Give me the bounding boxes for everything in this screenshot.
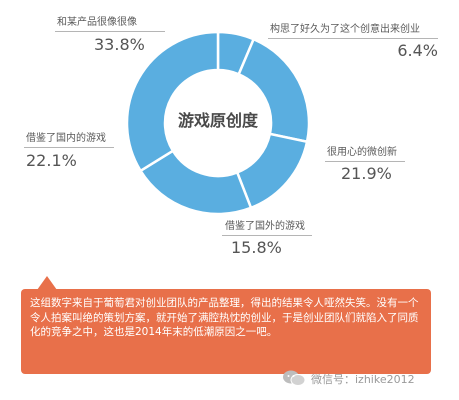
label-value-0: 6.4% — [397, 41, 438, 60]
label-value-2: 15.8% — [231, 238, 282, 257]
wechat-icon — [283, 370, 306, 386]
note-box — [21, 289, 431, 374]
note-text: 这组数字来自于葡萄君对创业团队的产品整理，得出的结果令人哑然失笑。没有一个令人拍… — [30, 297, 419, 338]
note-pointer — [37, 276, 57, 290]
label-name-1: 很用心的微创新 — [327, 147, 397, 158]
label-name-4: 和某产品很像很像 — [57, 17, 137, 28]
label-name-2: 借鉴了国外的游戏 — [225, 221, 305, 232]
chart-title: 游戏原创度 — [178, 111, 259, 130]
slice-4 — [125, 30, 220, 173]
label-name-3: 借鉴了国内的游戏 — [26, 133, 106, 144]
label-value-3: 22.1% — [26, 151, 77, 170]
label-value-4: 33.8% — [94, 35, 145, 54]
watermark-text: 微信号：izhike2012 — [311, 373, 415, 386]
label-name-0: 构思了好久为了这个创意出来创业 — [270, 24, 420, 35]
label-value-1: 21.9% — [341, 164, 392, 183]
